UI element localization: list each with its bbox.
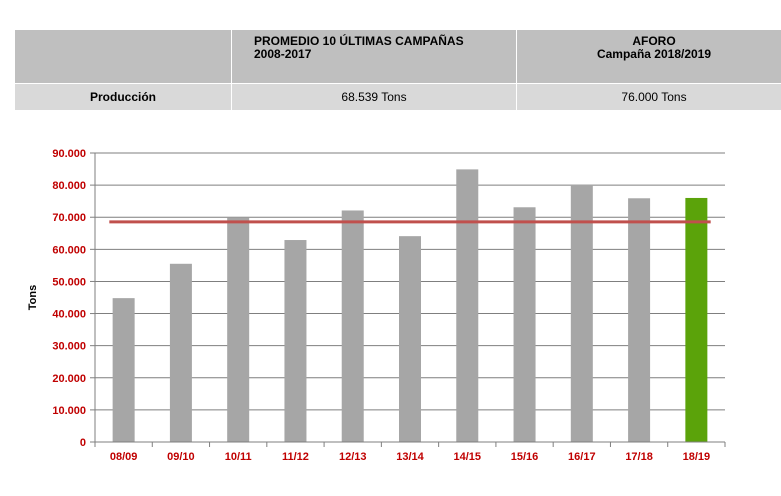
y-tick-label: 40.000 xyxy=(52,309,86,321)
x-tick-label: 13/14 xyxy=(396,451,424,463)
average-header-title: PROMEDIO 10 ÚLTIMAS CAMPAÑAS xyxy=(254,34,464,48)
y-axis-title: Tons xyxy=(27,285,39,310)
summary-table: PROMEDIO 10 ÚLTIMAS CAMPAÑAS 2008-2017 A… xyxy=(14,29,781,111)
bar xyxy=(628,198,651,442)
y-tick-label: 20.000 xyxy=(52,373,86,385)
x-tick-label: 09/10 xyxy=(167,451,195,463)
y-tick-label: 0 xyxy=(80,437,86,449)
bar xyxy=(456,169,479,443)
x-tick-label: 11/12 xyxy=(282,451,309,463)
x-tick-label: 18/19 xyxy=(683,451,711,463)
summary-header-aforo: AFORO Campaña 2018/2019 xyxy=(516,29,781,84)
y-tick-label: 60.000 xyxy=(52,244,86,256)
x-tick-label: 12/13 xyxy=(339,451,367,463)
x-tick-label: 15/16 xyxy=(511,451,539,463)
summary-data-row: Producción 68.539 Tons 76.000 Tons xyxy=(14,83,781,111)
y-tick-label: 10.000 xyxy=(52,405,86,417)
x-tick-label: 10/11 xyxy=(225,451,252,463)
y-tick-label: 30.000 xyxy=(52,341,86,353)
average-header-period: 2008-2017 xyxy=(254,47,312,61)
average-production-value: 68.539 Tons xyxy=(231,83,517,111)
y-tick-label: 50.000 xyxy=(52,276,86,288)
bar xyxy=(570,184,593,443)
bar xyxy=(341,210,364,442)
summary-header-empty xyxy=(14,29,232,84)
production-label: Producción xyxy=(14,83,232,111)
bar xyxy=(399,236,421,442)
y-tick-label: 90.000 xyxy=(52,148,86,160)
y-tick-label: 70.000 xyxy=(52,212,86,224)
bar xyxy=(685,197,708,442)
bar xyxy=(169,263,192,442)
bar xyxy=(112,298,135,442)
x-tick-label: 16/17 xyxy=(568,451,596,463)
bar xyxy=(284,240,307,442)
x-tick-label: 14/15 xyxy=(454,451,482,463)
y-tick-label: 80.000 xyxy=(52,180,86,192)
bar xyxy=(513,207,536,442)
aforo-production-value: 76.000 Tons xyxy=(516,83,781,111)
aforo-header-campaign: Campaña 2018/2019 xyxy=(596,47,712,61)
x-tick-label: 17/18 xyxy=(625,451,653,463)
bar xyxy=(227,217,250,442)
x-tick-label: 08/09 xyxy=(110,451,138,463)
aforo-header-title: AFORO xyxy=(632,34,676,48)
